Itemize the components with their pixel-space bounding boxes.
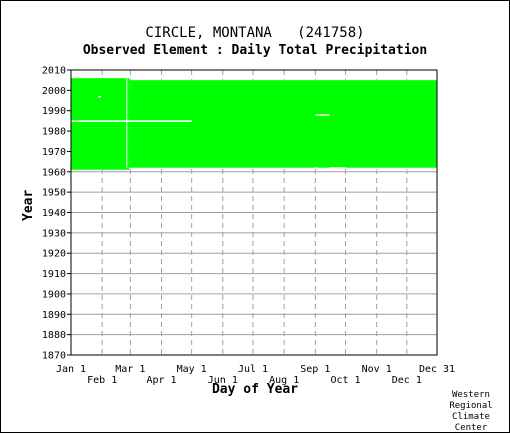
x-tick-label: Jul 1 bbox=[238, 364, 268, 375]
x-tick-label: Jan 1 bbox=[56, 364, 86, 375]
y-tick-label: 1930 bbox=[42, 228, 66, 239]
missing-data-segment bbox=[329, 167, 346, 169]
x-tick-label: May 1 bbox=[177, 364, 207, 375]
y-tick-label: 1980 bbox=[42, 127, 66, 138]
missing-data-segment bbox=[315, 167, 318, 169]
missing-data-segment bbox=[126, 78, 128, 168]
y-tick-label: 1960 bbox=[42, 167, 66, 178]
y-tick-label: 1880 bbox=[42, 330, 66, 341]
missing-data-segment bbox=[98, 95, 102, 98]
credit-line: Center bbox=[454, 423, 488, 433]
y-tick-label: 1920 bbox=[42, 249, 66, 260]
chart-title: CIRCLE, MONTANA (241758) bbox=[145, 25, 365, 41]
y-tick-label: 1870 bbox=[42, 351, 66, 362]
x-tick-label: Apr 1 bbox=[146, 375, 176, 386]
x-axis-label: Day of Year bbox=[211, 382, 299, 397]
x-tick-label: Feb 1 bbox=[87, 375, 117, 386]
missing-data-segment bbox=[315, 114, 330, 116]
y-tick-label: 1900 bbox=[42, 289, 66, 300]
chart-subtitle: Observed Element : Daily Total Precipita… bbox=[82, 43, 428, 58]
observed-data-block bbox=[129, 80, 438, 168]
y-tick-label: 1950 bbox=[42, 188, 66, 199]
credit-line: Regional bbox=[449, 401, 493, 411]
y-tick-label: 2010 bbox=[42, 66, 66, 77]
x-tick-label: Mar 1 bbox=[115, 364, 145, 375]
y-tick-label: 1990 bbox=[42, 106, 66, 117]
credit-line: Western bbox=[452, 390, 490, 400]
y-tick-label: 1890 bbox=[42, 310, 66, 321]
y-tick-label: 1970 bbox=[42, 147, 66, 158]
y-tick-label: 2000 bbox=[42, 86, 66, 97]
y-tick-label: 1910 bbox=[42, 269, 66, 280]
x-tick-label: Aug 1 bbox=[269, 375, 299, 386]
missing-data-segment bbox=[71, 120, 192, 122]
x-tick-label: Nov 1 bbox=[362, 364, 392, 375]
credit-text: Western Regional Climate Center bbox=[448, 390, 494, 434]
x-tick-label: Jun 1 bbox=[208, 375, 238, 386]
y-axis-label: Year bbox=[21, 189, 36, 221]
y-tick-label: 1940 bbox=[42, 208, 66, 219]
observed-data-block bbox=[71, 78, 130, 170]
credit-line: Climate bbox=[452, 412, 490, 422]
x-tick-label: Sep 1 bbox=[300, 364, 330, 375]
x-tick-label: Dec 1 bbox=[392, 375, 422, 386]
x-tick-label: Oct 1 bbox=[330, 375, 360, 386]
missing-data-segment bbox=[376, 169, 407, 171]
x-tick-label: Dec 31 bbox=[419, 364, 455, 375]
